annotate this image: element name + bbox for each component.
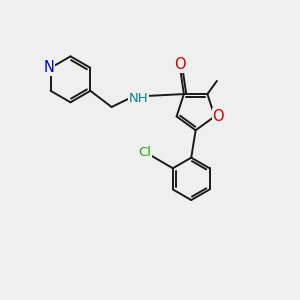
Text: NH: NH <box>128 92 148 105</box>
Text: O: O <box>212 109 224 124</box>
Text: N: N <box>44 60 55 75</box>
Text: Cl: Cl <box>139 146 152 159</box>
Text: O: O <box>175 57 186 72</box>
